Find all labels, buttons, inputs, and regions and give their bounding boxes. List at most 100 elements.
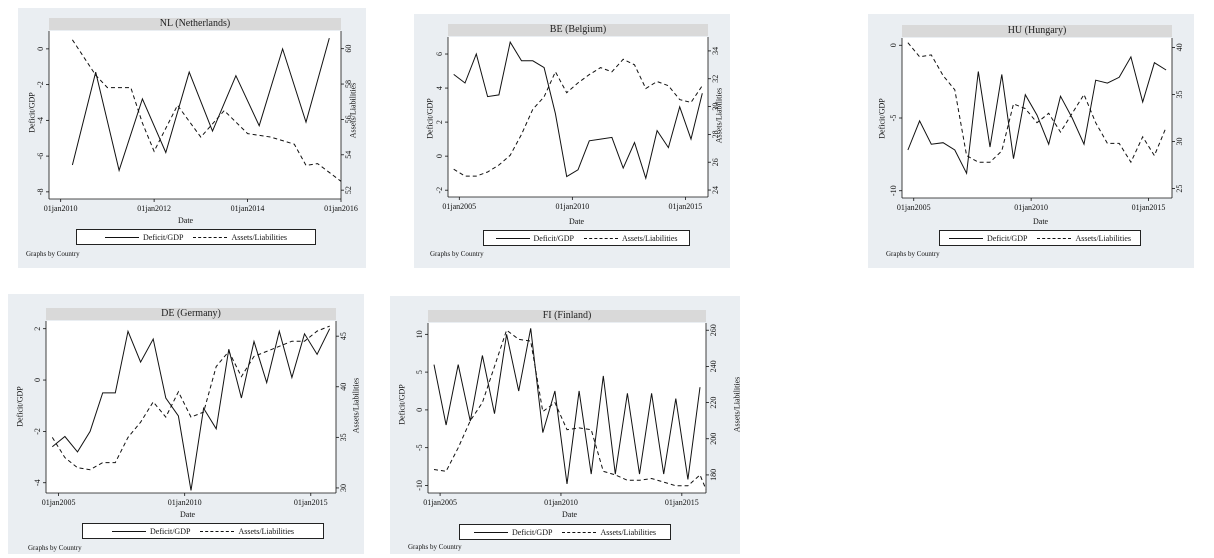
y-tick-label-right: 40 [1175, 43, 1184, 51]
y-tick-label-right: 260 [709, 324, 718, 336]
y-tick-label-right: 35 [1175, 90, 1184, 98]
legend-swatch-dashed [200, 530, 235, 532]
graphs-by-note: Graphs by Country [26, 250, 80, 258]
y-tick-label-right: 28 [711, 130, 720, 138]
y-tick-label-left: -4 [36, 117, 45, 124]
legend-swatch-dashed [583, 237, 618, 239]
legend-item-deficit: Deficit/GDP [474, 528, 552, 537]
y-tick-label-left: -8 [36, 189, 45, 196]
legend: Deficit/GDP Assets/Liabilities [82, 523, 324, 539]
y-axis-title-left: Deficit/GDP [877, 98, 887, 139]
plot-area: 01jan2005 01jan2010 01jan2015 10 5 0 -5 -10 260 2… [415, 323, 718, 507]
legend: Deficit/GDP Assets/Liabilities [459, 524, 671, 540]
x-axis-title: Date [1033, 217, 1049, 226]
y-axis-title-right: Assets/Liabilities [348, 82, 358, 139]
x-tick-label: 01jan2005 [423, 498, 457, 507]
legend-label: Deficit/GDP [533, 233, 574, 243]
y-axis-title-left: Deficit/GDP [425, 98, 435, 139]
y-tick-label-right: 220 [709, 397, 718, 409]
x-tick-label: 01jan2014 [231, 204, 265, 213]
y-tick-label-left: 4 [435, 86, 444, 90]
x-axis-title: Date [569, 217, 585, 226]
legend-item-assets: Assets/Liabilities [193, 233, 287, 242]
y-tick-label-left: -10 [889, 185, 898, 196]
series-assets-liabilities-line [453, 58, 703, 177]
y-tick-label-left: -5 [889, 115, 898, 122]
legend-item-deficit: Deficit/GDP [105, 233, 183, 242]
legend-item-deficit: Deficit/GDP [949, 234, 1027, 243]
x-tick-label: 01jan2015 [294, 498, 328, 507]
legend: Deficit/GDP Assets/Liabilities [76, 229, 316, 245]
y-axis-title-left: Deficit/GDP [15, 386, 25, 427]
graphs-by-note: Graphs by Country [408, 543, 462, 551]
y-axis-title-right: Assets/Liabilities [732, 376, 742, 433]
legend-swatch-solid [105, 236, 139, 238]
y-tick-label-right: 54 [344, 151, 353, 159]
series-deficit-gdp-line [71, 37, 330, 173]
series-assets-liabilities-line [907, 42, 1167, 164]
chart-title: BE (Belgium) [448, 24, 708, 36]
chart-panel-hu: HU (Hungary) 01jan2005 01jan2010 01jan2015… [868, 14, 1194, 268]
legend-swatch-dashed [562, 531, 597, 533]
plot-background [46, 321, 336, 493]
x-tick-label: 01jan2010 [44, 204, 78, 213]
series-deficit-gdp-line [433, 328, 701, 484]
series-deficit-gdp-line [51, 328, 331, 491]
chart-panel-be: BE (Belgium) 01jan2005 01jan2010 01jan2015… [414, 14, 730, 268]
x-axis-title: Date [562, 510, 578, 519]
y-tick-label-left: 2 [33, 327, 42, 331]
legend-swatch-dashed [1037, 237, 1072, 239]
y-tick-label-right: 52 [344, 186, 353, 194]
legend-label: Assets/Liabilities [1075, 233, 1131, 243]
x-tick-label: 01jan2012 [137, 204, 171, 213]
y-tick-label-left: -5 [415, 444, 424, 451]
series-assets-liabilities-line [51, 325, 330, 471]
y-tick-label-left: 10 [415, 330, 424, 338]
legend-item-assets: Assets/Liabilities [562, 528, 656, 537]
series-deficit-gdp-line [453, 40, 703, 181]
y-tick-label-left: -10 [415, 480, 424, 491]
y-tick-label-left: -2 [435, 187, 444, 194]
y-tick-label-right: 180 [709, 469, 718, 481]
x-tick-label: 01jan2005 [42, 498, 76, 507]
x-tick-label: 01jan2016 [324, 204, 358, 213]
legend-item-deficit: Deficit/GDP [495, 233, 574, 243]
y-axis-title-left: Deficit/GDP [397, 384, 407, 425]
series-assets-liabilities-line [71, 39, 342, 182]
y-tick-label-left: -6 [36, 153, 45, 160]
x-tick-label: 01jan2015 [665, 498, 699, 507]
y-tick-label-right: 240 [709, 360, 718, 372]
y-tick-label-right: 40 [339, 383, 348, 391]
x-tick-label: 01jan2010 [168, 498, 202, 507]
x-tick-label: 01jan2015 [669, 202, 703, 211]
y-tick-label-right: 30 [711, 103, 720, 111]
plot-area: 01jan2005 01jan2010 01jan2015 6 4 2 0 -2 34 32 30 2… [435, 37, 720, 211]
plot-background [448, 37, 708, 197]
chart-title: NL (Netherlands) [49, 18, 341, 30]
legend-swatch-solid [112, 530, 146, 532]
x-axis-title: Date [180, 510, 196, 519]
legend-label: Assets/Liabilities [621, 233, 678, 243]
y-tick-label-right: 56 [344, 115, 353, 123]
legend-label: Assets/Liabilities [238, 526, 294, 536]
legend-label: Assets/Liabilities [600, 527, 656, 537]
graphs-by-note: Graphs by Country [430, 250, 484, 258]
y-tick-label-left: 0 [33, 378, 42, 382]
legend-swatch-solid [495, 237, 530, 239]
legend-swatch-solid [949, 237, 983, 239]
legend: Deficit/GDP Assets/Liabilities [483, 230, 690, 246]
graphs-by-note: Graphs by Country [28, 544, 82, 552]
y-tick-label-left: -4 [33, 479, 42, 486]
y-tick-label-left: 0 [889, 43, 898, 47]
x-tick-label: 01jan2005 [442, 202, 476, 211]
plot-background [49, 31, 341, 199]
plot-area: 01jan2005 01jan2010 01jan2015 0 -5 -10 40 35 30 2… [889, 38, 1184, 212]
y-tick-label-right: 32 [711, 75, 720, 83]
legend-label: Deficit/GDP [987, 233, 1028, 243]
plot-background [428, 323, 706, 493]
x-tick-label: 01jan2010 [544, 498, 578, 507]
y-tick-label-right: 45 [339, 332, 348, 340]
y-tick-label-left: 0 [415, 408, 424, 412]
y-tick-label-right: 60 [344, 45, 353, 53]
chart-panel-de: DE (Germany) 01jan2005 01jan2010 01jan2015… [8, 294, 364, 554]
